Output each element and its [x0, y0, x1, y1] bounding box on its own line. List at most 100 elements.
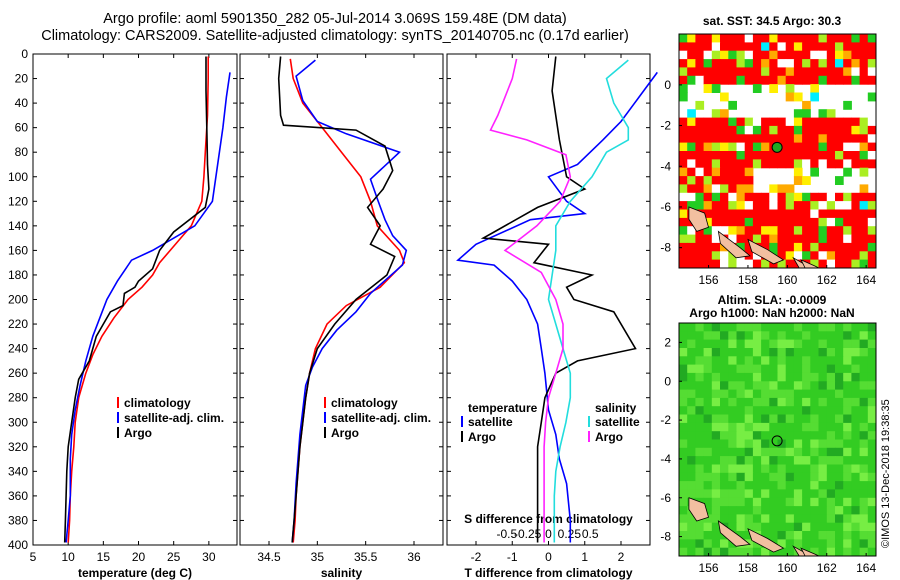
depth-tick-label: 240 [8, 342, 28, 356]
s-tick-label: -0.25 [514, 527, 542, 541]
depth-tick-label: 0 [21, 47, 28, 61]
map-xtick-label: 160 [777, 273, 797, 287]
depth-tick-label: 400 [8, 538, 28, 552]
argo-position-marker [771, 435, 783, 447]
map-ytick-label: -6 [660, 200, 671, 214]
map-xtick-label: 162 [817, 273, 837, 287]
series-line-t-satellite [456, 71, 658, 543]
depth-tick-label: 120 [8, 194, 28, 208]
depth-tick-label: 160 [8, 243, 28, 257]
map-ytick-label: -8 [660, 530, 671, 544]
legend-label: Argo [468, 430, 496, 444]
series-line-s-satellite [547, 59, 630, 543]
land-island [688, 206, 709, 232]
map-xtick-label: 158 [738, 561, 758, 575]
series-line-climatology [67, 56, 209, 543]
legend-label: climatology [331, 396, 398, 410]
depth-tick-label: 360 [8, 489, 28, 503]
legend-label: Argo [331, 426, 359, 440]
map-ytick-label: -8 [660, 241, 671, 255]
panel-salinity: 34.5 35 35.5 36 salinity climatologysatellite… [239, 53, 444, 580]
map-xtick-label: 156 [699, 561, 719, 575]
panel-differences: -2 -1 0 1 2-0.5-0.25 0 0.25 0.5S difference fro… [446, 53, 658, 580]
depth-tick-label: 40 [15, 96, 29, 110]
map-field [679, 323, 877, 557]
depth-tick-label: 260 [8, 366, 28, 380]
s-axis-label: S difference from climatology [464, 512, 633, 526]
xtick-label: 1 [581, 550, 588, 564]
xtick-label: -1 [507, 550, 518, 564]
map-xtick-label: 164 [856, 273, 876, 287]
panel-temperature: 0 20 40 60 80 100 120 140 160 180 200 220 240 260 280 3… [8, 47, 238, 580]
legend-title-salinity: salinity [595, 401, 637, 415]
map-frame [678, 322, 877, 557]
figure-title-line2: Climatology: CARS2009. Satellite-adjuste… [41, 28, 629, 44]
axes-box-salinity [239, 53, 444, 546]
map-ytick-label: 2 [664, 335, 671, 349]
map-xtick-label: 158 [738, 273, 758, 287]
depth-tick-label: 20 [15, 72, 29, 86]
legend-label: satellite-adj. clim. [124, 411, 224, 425]
sla-map-title: Altim. SLA: -0.0009 [717, 293, 827, 307]
legend-label: satellite-adj. clim. [331, 411, 431, 425]
xtick-label: 30 [202, 550, 216, 564]
depth-tick-label: 340 [8, 464, 28, 478]
depth-tick-label: 80 [15, 145, 29, 159]
imos-credit: ©IMOS 13-Dec-2018 19:38:35 [880, 399, 892, 548]
sst-map-title: sat. SST: 34.5 Argo: 30.3 [702, 14, 842, 28]
depth-tick-label: 380 [8, 513, 28, 527]
xtick-label: 25 [167, 550, 181, 564]
xtick-label: 10 [61, 550, 75, 564]
s-tick-label: 0 [545, 527, 552, 541]
xtick-label: 0 [545, 550, 552, 564]
series-line-s-argo [489, 58, 572, 543]
depth-tick-label: 100 [8, 170, 28, 184]
map-xtick-label: 162 [817, 561, 837, 575]
depth-tick-label: 200 [8, 293, 28, 307]
legend-label: Argo [595, 430, 623, 444]
depth-tick-label: 300 [8, 415, 28, 429]
series-line-argo [63, 56, 210, 543]
xtick-label: 35 [311, 550, 325, 564]
land-island [747, 238, 785, 265]
xtick-label: 34.5 [257, 550, 281, 564]
depth-tick-label: 320 [8, 440, 28, 454]
xtick-label: 36 [407, 550, 421, 564]
xtick-label: -2 [471, 550, 482, 564]
map-sst_map: 156 158 160 162 164 0 -2 -4 -6 -8 [660, 33, 877, 287]
depth-tick-label: 280 [8, 391, 28, 405]
map-ytick-label: -2 [660, 119, 671, 133]
series-line-t-argo [480, 56, 637, 543]
map-ytick-label: 0 [664, 374, 671, 388]
depth-tick-label: 220 [8, 317, 28, 331]
x-axis-label: salinity [321, 566, 363, 580]
map-ytick-label: 0 [664, 78, 671, 92]
map-ytick-label: -2 [660, 413, 671, 427]
xtick-label: 15 [97, 550, 111, 564]
series-line-argo [277, 56, 396, 543]
map-ytick-label: -4 [660, 159, 671, 173]
depth-tick-label: 60 [15, 121, 29, 135]
x-axis-label: T difference from climatology [464, 566, 632, 580]
legend-label: satellite [595, 415, 640, 429]
land-island [717, 230, 751, 259]
map-ytick-label: -4 [660, 452, 671, 466]
figure-title-line1: Argo profile: aoml 5901350_282 05-Jul-20… [103, 11, 567, 27]
series-line-satellite-adj-clim- [65, 72, 231, 543]
depth-tick-label: 140 [8, 219, 28, 233]
legend-label: satellite [468, 415, 513, 429]
xtick-label: 2 [618, 550, 625, 564]
map-ytick-label: -6 [660, 491, 671, 505]
map-sla_map: 156 158 160 162 164 2 0 -2 -4 -6 -8 [660, 322, 877, 575]
map-xtick-label: 164 [856, 561, 876, 575]
legend-title-temperature: temperature [468, 401, 538, 415]
xtick-label: 35.5 [354, 550, 378, 564]
xtick-label: 5 [30, 550, 37, 564]
map-xtick-label: 160 [777, 561, 797, 575]
depth-tick-label: 180 [8, 268, 28, 282]
land-island [747, 528, 785, 553]
map-xtick-label: 156 [699, 273, 719, 287]
s-tick-label: 0.5 [582, 527, 599, 541]
map-frame [678, 33, 877, 269]
